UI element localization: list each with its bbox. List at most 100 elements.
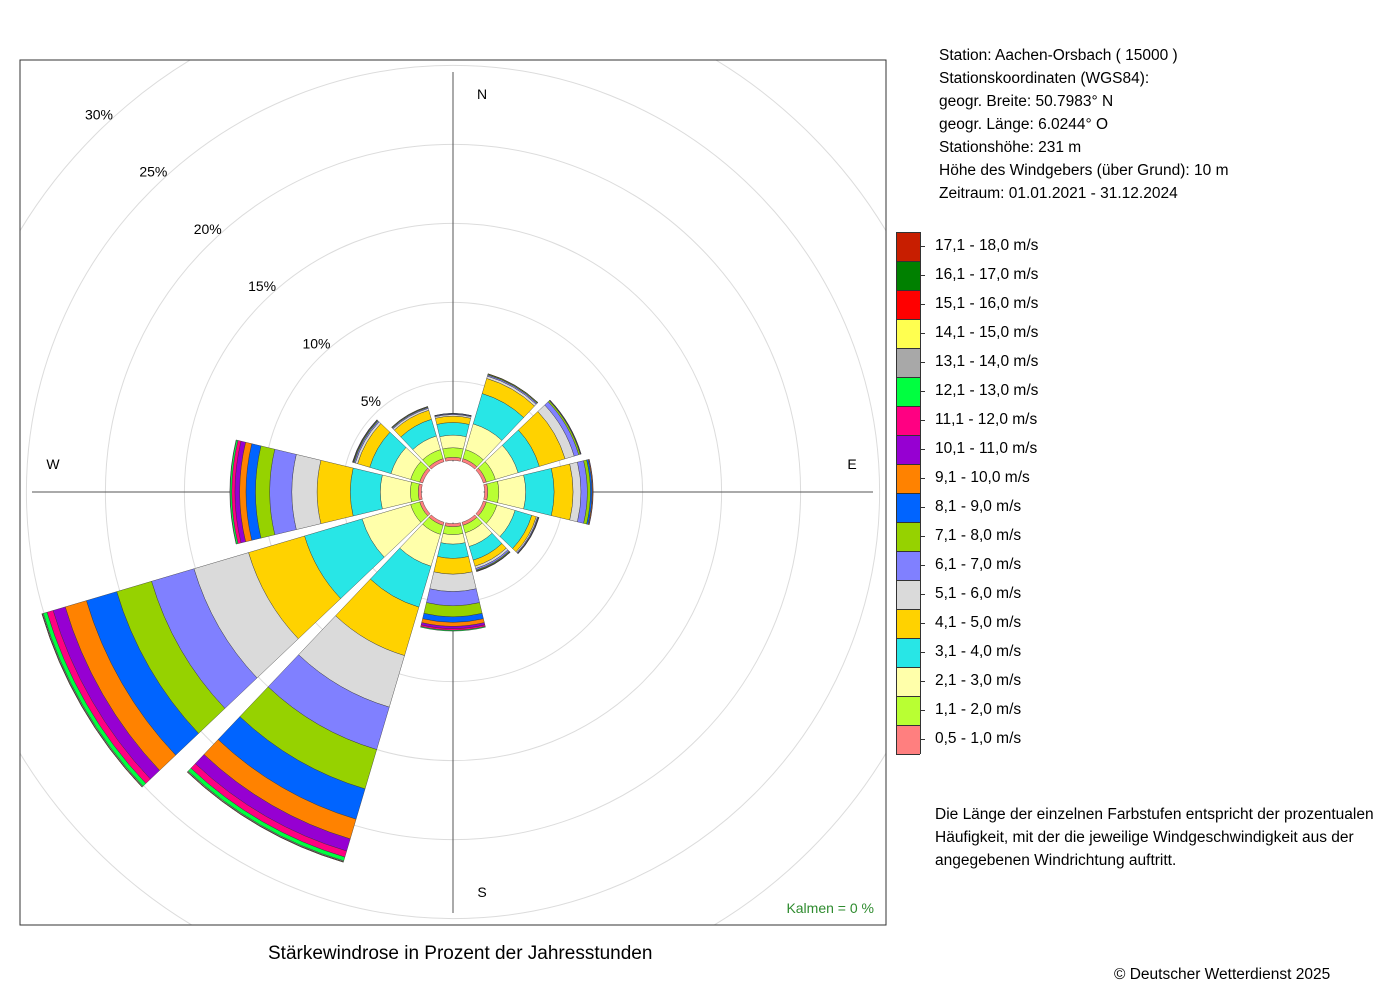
legend-label: 8,1 - 9,0 m/s bbox=[935, 498, 1022, 515]
sector-300-class-11 bbox=[352, 419, 378, 463]
legend-label: 3,1 - 4,0 m/s bbox=[935, 643, 1022, 660]
legend-swatch bbox=[896, 522, 921, 551]
sector-270-class-4 bbox=[350, 467, 383, 517]
legend-tick bbox=[920, 739, 925, 740]
legend-label: 5,1 - 6,0 m/s bbox=[935, 585, 1022, 602]
legend-item: 6,1 - 7,0 m/s bbox=[896, 551, 1096, 580]
legend-tick bbox=[920, 362, 925, 363]
sector-30-class-10 bbox=[487, 373, 539, 403]
legend-item: 13,1 - 14,0 m/s bbox=[896, 348, 1096, 377]
radial-tick-label-20: 20% bbox=[194, 221, 222, 237]
legend-tick bbox=[920, 275, 925, 276]
legend-item: 14,1 - 15,0 m/s bbox=[896, 319, 1096, 348]
legend-swatch bbox=[896, 609, 921, 638]
legend-label: 1,1 - 2,0 m/s bbox=[935, 701, 1022, 718]
legend-label: 6,1 - 7,0 m/s bbox=[935, 556, 1022, 573]
station-altitude: Stationshöhe: 231 m bbox=[939, 139, 1082, 156]
legend-swatch bbox=[896, 435, 921, 464]
station-latitude: geogr. Breite: 50.7983° N bbox=[939, 93, 1114, 110]
sector-240-class-16 bbox=[41, 613, 143, 788]
legend-label: 12,1 - 13,0 m/s bbox=[935, 382, 1039, 399]
radial-tick-labels: 5% 10% 15% 20% 25% 30% bbox=[85, 106, 381, 409]
radial-tick-label-5: 5% bbox=[361, 393, 381, 409]
calm-label: Kalmen = 0 % bbox=[786, 900, 874, 916]
legend-label: 0,5 - 1,0 m/s bbox=[935, 730, 1022, 747]
legend-label: 14,1 - 15,0 m/s bbox=[935, 324, 1039, 341]
sector-0-class-3 bbox=[439, 434, 467, 450]
radial-tick-label-10: 10% bbox=[302, 335, 330, 351]
sector-150-class-11 bbox=[476, 551, 511, 572]
legend-swatch bbox=[896, 493, 921, 522]
legend-item: 8,1 - 9,0 m/s bbox=[896, 493, 1096, 522]
chart-caption: Stärkewindrose in Prozent der Jahresstun… bbox=[268, 943, 653, 964]
legend-item: 7,1 - 8,0 m/s bbox=[896, 522, 1096, 551]
legend-bottom-border bbox=[896, 754, 920, 755]
legend-tick bbox=[920, 449, 925, 450]
legend-item: 0,5 - 1,0 m/s bbox=[896, 725, 1096, 754]
sector-180-class-13 bbox=[420, 626, 486, 632]
legend-tick bbox=[920, 246, 925, 247]
legend-label: 16,1 - 17,0 m/s bbox=[935, 266, 1039, 283]
compass-label-n: N bbox=[477, 86, 487, 102]
legend-label: 11,1 - 12,0 m/s bbox=[935, 411, 1038, 428]
radial-tick-label-25: 25% bbox=[139, 164, 167, 180]
compass-label-w: W bbox=[46, 456, 60, 472]
legend-item: 3,1 - 4,0 m/s bbox=[896, 638, 1096, 667]
calm-center bbox=[422, 461, 484, 523]
legend-label: 2,1 - 3,0 m/s bbox=[935, 672, 1022, 689]
legend-swatch bbox=[896, 580, 921, 609]
legend-item: 15,1 - 16,0 m/s bbox=[896, 290, 1096, 319]
legend-swatch bbox=[896, 290, 921, 319]
legend-item: 5,1 - 6,0 m/s bbox=[896, 580, 1096, 609]
station-longitude: geogr. Länge: 6.0244° O bbox=[939, 116, 1109, 133]
radial-tick-label-30: 30% bbox=[85, 106, 113, 122]
copyright: © Deutscher Wetterdienst 2025 bbox=[1114, 966, 1331, 983]
legend-tick bbox=[920, 507, 925, 508]
sector-0-class-9 bbox=[434, 413, 472, 416]
sector-180-class-2 bbox=[442, 525, 464, 535]
plot-frame bbox=[19, 59, 887, 926]
legend-tick bbox=[920, 594, 925, 595]
legend-swatch bbox=[896, 725, 921, 754]
time-period: Zeitraum: 01.01.2021 - 31.12.2024 bbox=[939, 185, 1178, 202]
legend-swatch bbox=[896, 348, 921, 377]
sector-270-class-14 bbox=[229, 439, 237, 545]
radial-tick-label-15: 15% bbox=[248, 278, 276, 294]
grid-circle-25 bbox=[25, 64, 881, 920]
legend-tick bbox=[920, 420, 925, 421]
compass-label-s: S bbox=[477, 884, 486, 900]
sector-270-class-5 bbox=[316, 460, 354, 524]
sector-90-class-2 bbox=[486, 481, 500, 503]
sector-0-class-2 bbox=[442, 447, 464, 459]
sector-120-class-10 bbox=[517, 517, 540, 555]
legend-label: 10,1 - 11,0 m/s bbox=[935, 440, 1038, 457]
rose-sectors bbox=[41, 373, 594, 863]
sector-330-class-10 bbox=[391, 406, 428, 428]
legend-swatch bbox=[896, 406, 921, 435]
sector-0-class-4 bbox=[436, 422, 470, 437]
legend-tick bbox=[920, 565, 925, 566]
legend-item: 1,1 - 2,0 m/s bbox=[896, 696, 1096, 725]
legend-item: 16,1 - 17,0 m/s bbox=[896, 261, 1096, 290]
legend-tick bbox=[920, 391, 925, 392]
legend-label: 13,1 - 14,0 m/s bbox=[935, 353, 1039, 370]
explanation-note: Die Länge der einzelnen Farbstufen entsp… bbox=[935, 806, 1374, 869]
legend-tick bbox=[920, 304, 925, 305]
compass-label-e: E bbox=[847, 456, 856, 472]
sector-180-class-4 bbox=[437, 542, 469, 559]
legend-item: 11,1 - 12,0 m/s bbox=[896, 406, 1096, 435]
sector-210-class-16 bbox=[186, 771, 344, 863]
legend-item: 12,1 - 13,0 m/s bbox=[896, 377, 1096, 406]
sector-90-class-4 bbox=[523, 468, 555, 516]
legend-item: 10,1 - 11,0 m/s bbox=[896, 435, 1096, 464]
legend-tick bbox=[920, 710, 925, 711]
legend-label: 4,1 - 5,0 m/s bbox=[935, 614, 1022, 631]
sector-60-class-11 bbox=[549, 399, 582, 455]
legend-tick bbox=[920, 333, 925, 334]
sector-90-class-5 bbox=[551, 463, 574, 521]
legend-swatch bbox=[896, 696, 921, 725]
station-info: Station: Aachen-Orsbach ( 15000 ) Statio… bbox=[939, 44, 1228, 205]
legend-tick bbox=[920, 652, 925, 653]
sector-180-class-5 bbox=[433, 556, 473, 575]
